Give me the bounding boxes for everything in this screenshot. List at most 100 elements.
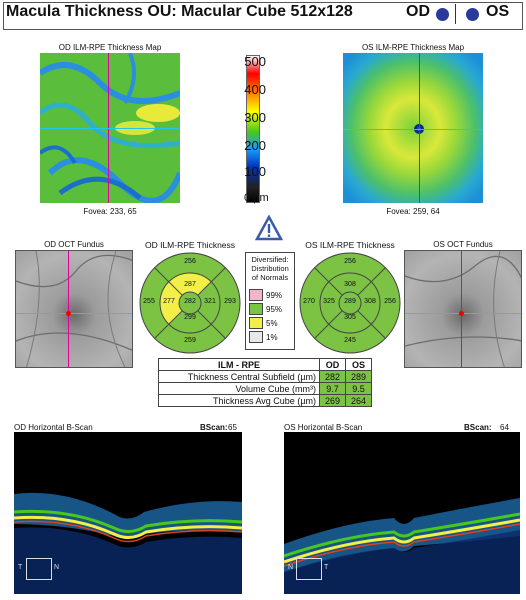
od-crosshair-horizontal	[40, 128, 180, 129]
od-fundus-vessels	[16, 251, 132, 367]
legend-title-3: of Normals	[251, 273, 289, 282]
row-os-value: 264	[345, 394, 372, 407]
os-bscan-number: 64	[500, 423, 509, 432]
od-inferior-outer: 259	[184, 337, 196, 344]
os-orientation-n: N	[288, 564, 294, 571]
colorbar-label-400: 400	[244, 82, 266, 97]
row-od-value: 9.7	[319, 382, 346, 395]
od-fundus-crosshair-h	[16, 313, 132, 314]
legend-99: 99%	[266, 291, 283, 300]
row-label: Volume Cube (mm³)	[158, 382, 320, 395]
od-orientation-n: N	[54, 564, 60, 571]
od-superior-inner: 287	[184, 281, 196, 288]
od-center: 282	[184, 298, 196, 305]
legend-title-1: Diversified:	[251, 255, 289, 264]
od-fundus-title: OD OCT Fundus	[44, 240, 104, 249]
os-crosshair-horizontal	[343, 129, 483, 130]
od-oct-fundus[interactable]	[15, 250, 133, 368]
od-bscan-label: BScan:	[200, 423, 228, 432]
od-eye-icon	[436, 8, 449, 21]
colorbar-label-300: 300	[244, 110, 266, 125]
row-od-value: 269	[319, 394, 346, 407]
legend-swatch-5	[249, 317, 263, 329]
od-temporal-outer: 255	[143, 298, 155, 305]
od-label: OD	[406, 3, 430, 20]
colorbar-label-0: 0 µm	[244, 192, 269, 204]
os-oct-fundus[interactable]	[404, 250, 522, 368]
od-nasal-outer: 293	[224, 298, 236, 305]
report-header	[3, 2, 523, 30]
table-header-row: ILM - RPE OD OS	[158, 358, 372, 371]
os-inferior-outer: 245	[344, 337, 356, 344]
os-fundus-crosshair-v	[461, 251, 462, 367]
os-thickness-map-graphic	[343, 53, 483, 203]
os-etdrs-title: OS ILM-RPE Thickness	[305, 240, 395, 250]
normative-legend: Diversified: Distribution of Normals 99%…	[245, 252, 295, 350]
os-fovea-coords: Fovea: 259, 64	[386, 207, 440, 216]
row-os-value: 9.5	[345, 382, 372, 395]
od-bscan-title: OD Horizontal B-Scan	[14, 423, 93, 432]
table-header-param: ILM - RPE	[158, 358, 320, 371]
warning-triangle-icon[interactable]	[254, 214, 284, 241]
colorbar-label-200: 200	[244, 138, 266, 153]
od-inferior-inner: 299	[184, 314, 196, 321]
os-bscan-label: BScan:	[464, 423, 492, 432]
od-superior-outer: 256	[184, 258, 196, 265]
od-nasal-inner: 321	[204, 298, 216, 305]
os-superior-inner: 308	[344, 281, 356, 288]
colorbar-label-500: 500	[244, 54, 266, 69]
table-header-od: OD	[319, 358, 346, 371]
legend-95: 95%	[266, 305, 283, 314]
od-etdrs-grid[interactable]	[138, 251, 242, 355]
os-orientation-box	[296, 558, 322, 580]
os-label: OS	[486, 3, 510, 20]
os-fundus-vessels	[405, 251, 521, 367]
page-title: Macula Thickness OU: Macular Cube 512x12…	[6, 3, 353, 20]
os-thickness-map[interactable]	[343, 53, 483, 203]
legend-swatch-99	[249, 289, 263, 301]
os-center: 289	[344, 298, 356, 305]
od-bscan-image[interactable]: T N	[14, 432, 242, 594]
row-label: Thickness Central Subfield (µm)	[158, 370, 320, 383]
od-temporal-inner: 277	[163, 298, 175, 305]
os-crosshair-vertical	[419, 53, 420, 203]
os-superior-outer: 256	[344, 258, 356, 265]
header-divider	[455, 4, 456, 24]
os-nasal-inner: 308	[364, 298, 376, 305]
os-map-title: OS ILM-RPE Thickness Map	[361, 43, 465, 52]
os-nasal-outer: 256	[384, 298, 396, 305]
od-etdrs-title: OD ILM-RPE Thickness	[144, 240, 236, 250]
colorbar-label-100: 100	[244, 164, 266, 179]
table-row: Thickness Central Subfield (µm) 282 289	[158, 370, 372, 383]
os-temporal-inner: 325	[323, 298, 335, 305]
od-orientation-box	[26, 558, 52, 580]
os-fundus-title: OS OCT Fundus	[433, 240, 493, 249]
os-fovea-marker	[459, 311, 464, 316]
thickness-colorbar	[246, 55, 260, 203]
table-header-os: OS	[345, 358, 372, 371]
legend-title-2: Distribution	[251, 264, 289, 273]
legend-swatch-95	[249, 303, 263, 315]
legend-swatch-1	[249, 331, 263, 343]
legend-1: 1%	[266, 333, 278, 342]
row-label: Thickness Avg Cube (µm)	[158, 394, 320, 407]
od-fovea-coords: Fovea: 233, 65	[83, 207, 137, 216]
os-bscan-title: OS Horizontal B-Scan	[284, 423, 363, 432]
table-row: Volume Cube (mm³) 9.7 9.5	[158, 382, 372, 395]
os-inferior-inner: 305	[344, 314, 356, 321]
od-fundus-crosshair-v	[68, 251, 69, 367]
row-od-value: 282	[319, 370, 346, 383]
os-eye-icon	[466, 8, 479, 21]
os-bscan-image[interactable]: N T	[284, 432, 520, 594]
od-orientation-t: T	[18, 564, 23, 571]
table-row: Thickness Avg Cube (µm) 269 264	[158, 394, 372, 407]
legend-5: 5%	[266, 319, 278, 328]
summary-table: ILM - RPE OD OS Thickness Central Subfie…	[158, 358, 372, 407]
od-thickness-map[interactable]	[40, 53, 180, 203]
os-temporal-outer: 270	[303, 298, 315, 305]
os-orientation-t: T	[324, 564, 329, 571]
od-bscan-number: 65	[228, 423, 237, 432]
row-os-value: 289	[345, 370, 372, 383]
od-map-title: OD ILM-RPE Thickness Map	[58, 43, 162, 52]
os-etdrs-grid[interactable]	[298, 251, 402, 355]
